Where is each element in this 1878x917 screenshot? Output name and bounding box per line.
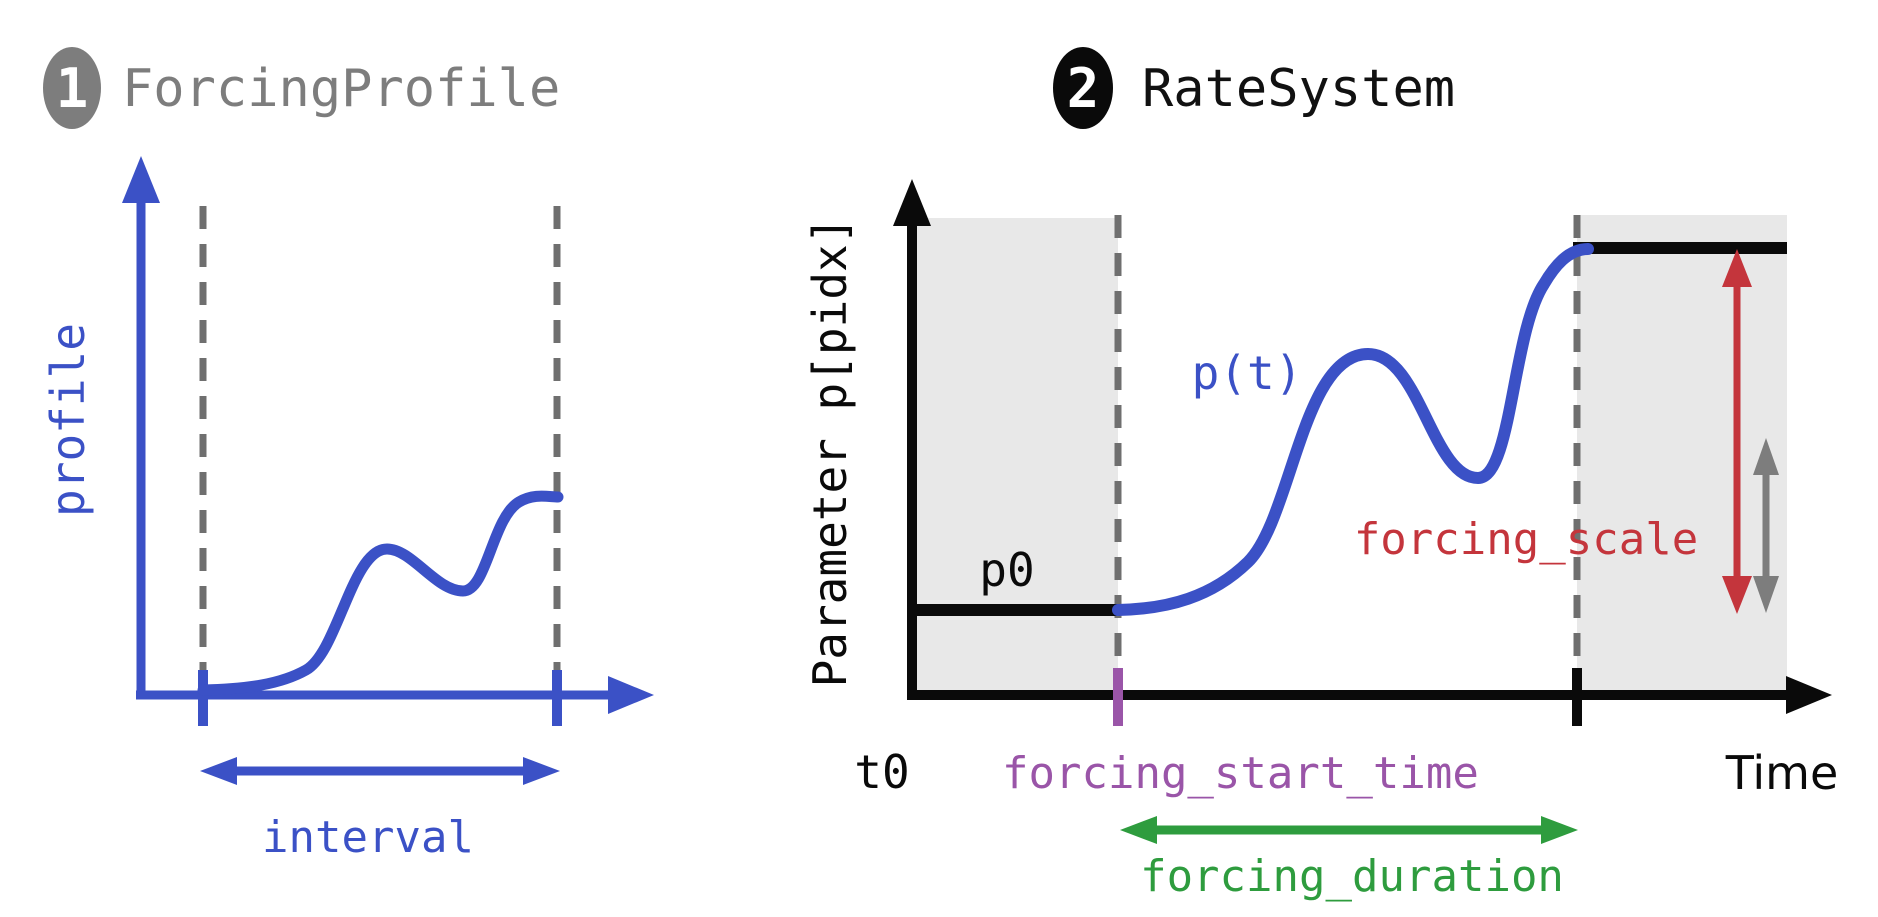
forcing-duration-label: forcing_duration (1140, 851, 1564, 902)
interval-label: interval (262, 812, 474, 863)
sign-arrowhead-bottom-icon (1753, 576, 1779, 613)
panel-title-forcing-profile: ForcingProfile (122, 59, 560, 119)
shaded-region-pre-forcing (917, 218, 1118, 691)
step-badge-circle-2 (1053, 47, 1113, 129)
t0-label: t0 (854, 745, 909, 799)
forcing-start-time-label: forcing_start_time (1002, 748, 1479, 799)
step-badge-number-1: 1 (56, 57, 89, 120)
profile-curve (197, 490, 564, 696)
step-badge-circle-1 (43, 47, 101, 129)
parameter-axis-label: Parameter p[pidx] (803, 217, 857, 688)
profile-y-axis-arrowhead-icon (122, 156, 160, 203)
parameter-y-axis-arrowhead-icon (893, 179, 931, 226)
time-x-axis-arrowhead-icon (1786, 676, 1832, 714)
curve-label: p(t) (1192, 346, 1303, 400)
panel-forcing-profile: 1 ForcingProfile profile interval (41, 47, 654, 863)
interval-arrowhead-right-icon (523, 757, 560, 785)
duration-arrowhead-left-icon (1120, 816, 1157, 844)
p0-label: p0 (979, 543, 1034, 597)
sign-arrowhead-top-icon (1753, 438, 1779, 475)
duration-arrowhead-right-icon (1541, 816, 1578, 844)
parameter-curve (1112, 243, 1594, 616)
profile-axis-label: profile (41, 323, 95, 517)
forcing-scale-arrowhead-bottom-icon (1722, 576, 1752, 614)
interval-arrowhead-left-icon (200, 757, 237, 785)
shaded-region-post-forcing (1577, 215, 1787, 691)
panel-title-rate-system: RateSystem (1142, 59, 1455, 119)
panel-rate-system: 2 RateSystem Parameter p[pidx] p0 (803, 47, 1838, 902)
forcing-scale-arrowhead-top-icon (1722, 249, 1752, 287)
forcing-scale-label: forcing_scale (1354, 514, 1698, 565)
profile-x-axis-arrowhead-icon (608, 676, 654, 714)
time-axis-label: Time (1725, 746, 1839, 800)
step-badge-number-2: 2 (1067, 57, 1100, 120)
